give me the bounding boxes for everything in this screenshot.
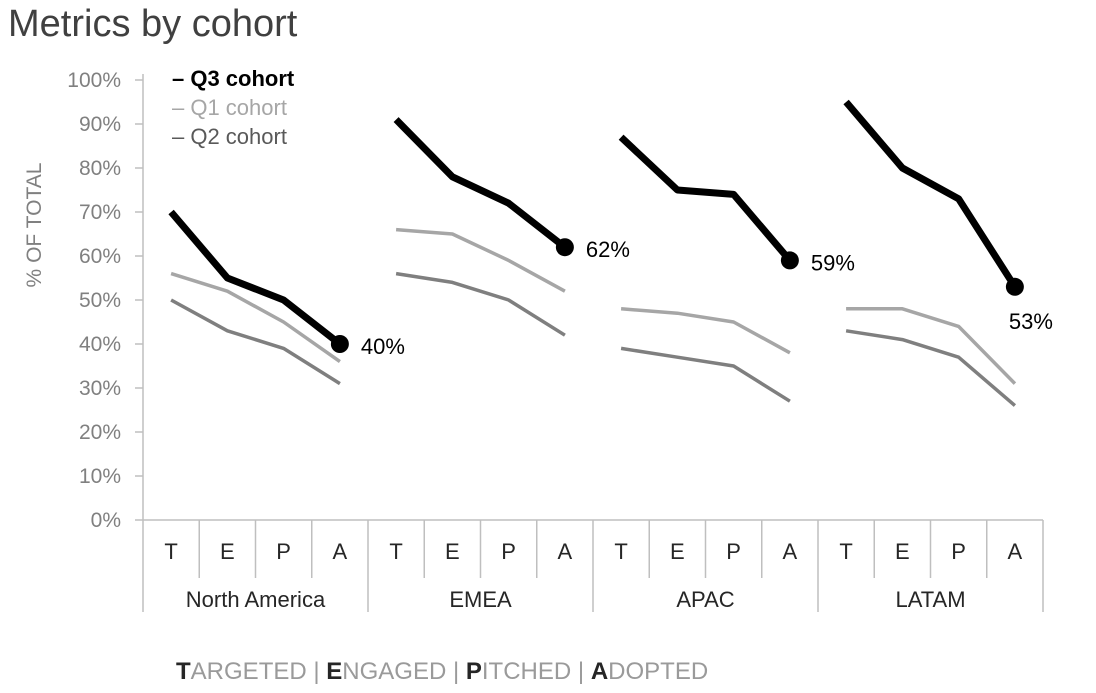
- x-stage-label: A: [783, 539, 798, 564]
- y-tick-label: 60%: [79, 245, 121, 268]
- series-line-q1-cohort: [620, 307, 791, 355]
- y-tick-label: 80%: [79, 157, 121, 180]
- footer-word: ITCHED: [481, 658, 572, 685]
- x-stage-label: T: [389, 539, 402, 564]
- y-tick-label: 50%: [79, 289, 121, 312]
- footer-separator: |: [571, 658, 591, 685]
- y-tick-label: 10%: [79, 465, 121, 488]
- label-layer: 40% 62% 59% 53%: [361, 237, 1053, 359]
- end-value-label: 53%: [1009, 309, 1053, 334]
- y-tick-label: 0%: [91, 509, 121, 532]
- end-value-label: 59%: [811, 250, 855, 275]
- y-tick-label: 70%: [79, 201, 121, 224]
- footer-initial: A: [590, 658, 609, 685]
- x-stage-label: A: [1008, 539, 1023, 564]
- y-tick-label: 90%: [79, 113, 121, 136]
- x-stage-label: T: [614, 539, 627, 564]
- series-line-q1-cohort: [395, 227, 566, 293]
- x-stage-label: P: [276, 539, 291, 564]
- footer-initial: P: [465, 658, 482, 685]
- footer-initial: E: [326, 658, 343, 685]
- chart-title: Metrics by cohort: [8, 3, 298, 45]
- series-line-q3-cohort: [618, 134, 793, 263]
- footer-separator: |: [306, 658, 327, 685]
- x-stage-label: E: [445, 539, 460, 564]
- footer-word: DOPTED: [608, 658, 709, 685]
- series-line-q2-cohort: [620, 346, 791, 403]
- series-line-q2-cohort: [395, 271, 566, 337]
- y-tick-label: 30%: [79, 377, 121, 400]
- x-stage-label: T: [839, 539, 852, 564]
- footer-initial: T: [176, 658, 191, 685]
- series-layer: [168, 99, 1024, 407]
- y-tick-label: 100%: [67, 69, 121, 92]
- end-point-marker: [780, 251, 799, 270]
- end-point-marker: [1005, 277, 1024, 296]
- y-tick-label: 40%: [79, 333, 121, 356]
- end-value-label: 40%: [361, 334, 405, 359]
- legend-item-q1-cohort: – Q1 cohort: [172, 95, 287, 120]
- footer-word: ARGETED: [190, 658, 307, 685]
- series-line-q3-cohort: [843, 99, 1018, 289]
- end-value-label: 62%: [586, 237, 630, 262]
- x-stage-label: T: [164, 539, 177, 564]
- x-stage-label: A: [333, 539, 348, 564]
- x-stage-label: E: [220, 539, 235, 564]
- x-stage-label: P: [951, 539, 966, 564]
- legend: – Q3 cohort – Q1 cohort – Q2 cohort: [172, 66, 295, 149]
- series-line-q2-cohort: [845, 329, 1017, 407]
- x-group-label: APAC: [676, 587, 734, 612]
- x-stage-label: E: [895, 539, 910, 564]
- y-tick-label: 20%: [79, 421, 121, 444]
- x-stage-label: P: [501, 539, 516, 564]
- y-axis-title: % OF TOTAL: [23, 163, 46, 288]
- axis-layer: 0% 10% 20% 30% 40% 50% 60% 70% 80% 90% 100% % OF TO…: [23, 69, 1044, 612]
- series-line-q1-cohort: [170, 271, 341, 364]
- footer-separator: |: [446, 658, 466, 685]
- footer-word: NGAGED: [342, 658, 447, 685]
- series-line-q1-cohort: [846, 307, 1017, 385]
- x-stage-label: P: [726, 539, 741, 564]
- legend-item-q2-cohort: – Q2 cohort: [172, 124, 287, 149]
- x-group-label: LATAM: [895, 587, 965, 612]
- stage-key-footer: TARGETED | ENGAGED | PITCHED | ADOPTED: [176, 658, 708, 686]
- series-line-q3-cohort: [168, 209, 343, 347]
- x-stage-label: A: [558, 539, 573, 564]
- series-line-q3-cohort: [393, 117, 568, 250]
- legend-item-q3-cohort: – Q3 cohort: [172, 66, 295, 91]
- x-group-label: North America: [186, 587, 326, 612]
- end-point-marker: [555, 238, 574, 257]
- x-stage-label: E: [670, 539, 685, 564]
- end-point-marker: [330, 335, 349, 353]
- series-line-q2-cohort: [170, 298, 341, 386]
- x-group-label: EMEA: [449, 587, 512, 612]
